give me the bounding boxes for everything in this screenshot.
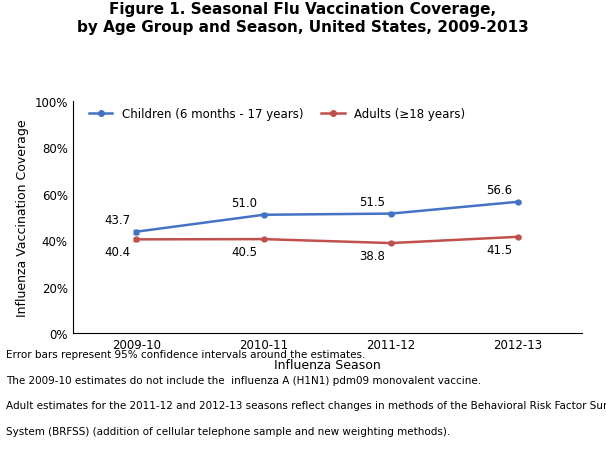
Text: Figure 1. Seasonal Flu Vaccination Coverage,
by Age Group and Season, United Sta: Figure 1. Seasonal Flu Vaccination Cover… — [77, 2, 529, 35]
Text: 51.5: 51.5 — [359, 195, 385, 208]
Text: 51.0: 51.0 — [231, 196, 258, 209]
X-axis label: Influenza Season: Influenza Season — [274, 358, 381, 371]
Text: The 2009-10 estimates do not include the  influenza A (H1N1) pdm09 monovalent va: The 2009-10 estimates do not include the… — [6, 375, 481, 385]
Text: System (BRFSS) (addition of cellular telephone sample and new weighting methods): System (BRFSS) (addition of cellular tel… — [6, 426, 450, 436]
Text: 38.8: 38.8 — [359, 249, 385, 263]
Text: 41.5: 41.5 — [486, 243, 512, 256]
Legend: Children (6 months - 17 years), Adults (≥18 years): Children (6 months - 17 years), Adults (… — [89, 108, 465, 121]
Y-axis label: Influenza Vaccination Coverage: Influenza Vaccination Coverage — [16, 119, 29, 316]
Text: 40.4: 40.4 — [104, 245, 130, 259]
Text: Adult estimates for the 2011-12 and 2012-13 seasons reflect changes in methods o: Adult estimates for the 2011-12 and 2012… — [6, 400, 606, 411]
Text: 43.7: 43.7 — [104, 213, 130, 226]
Text: Error bars represent 95% confidence intervals around the estimates.: Error bars represent 95% confidence inte… — [6, 350, 365, 360]
Text: 56.6: 56.6 — [486, 183, 512, 196]
Text: 40.5: 40.5 — [231, 245, 258, 258]
